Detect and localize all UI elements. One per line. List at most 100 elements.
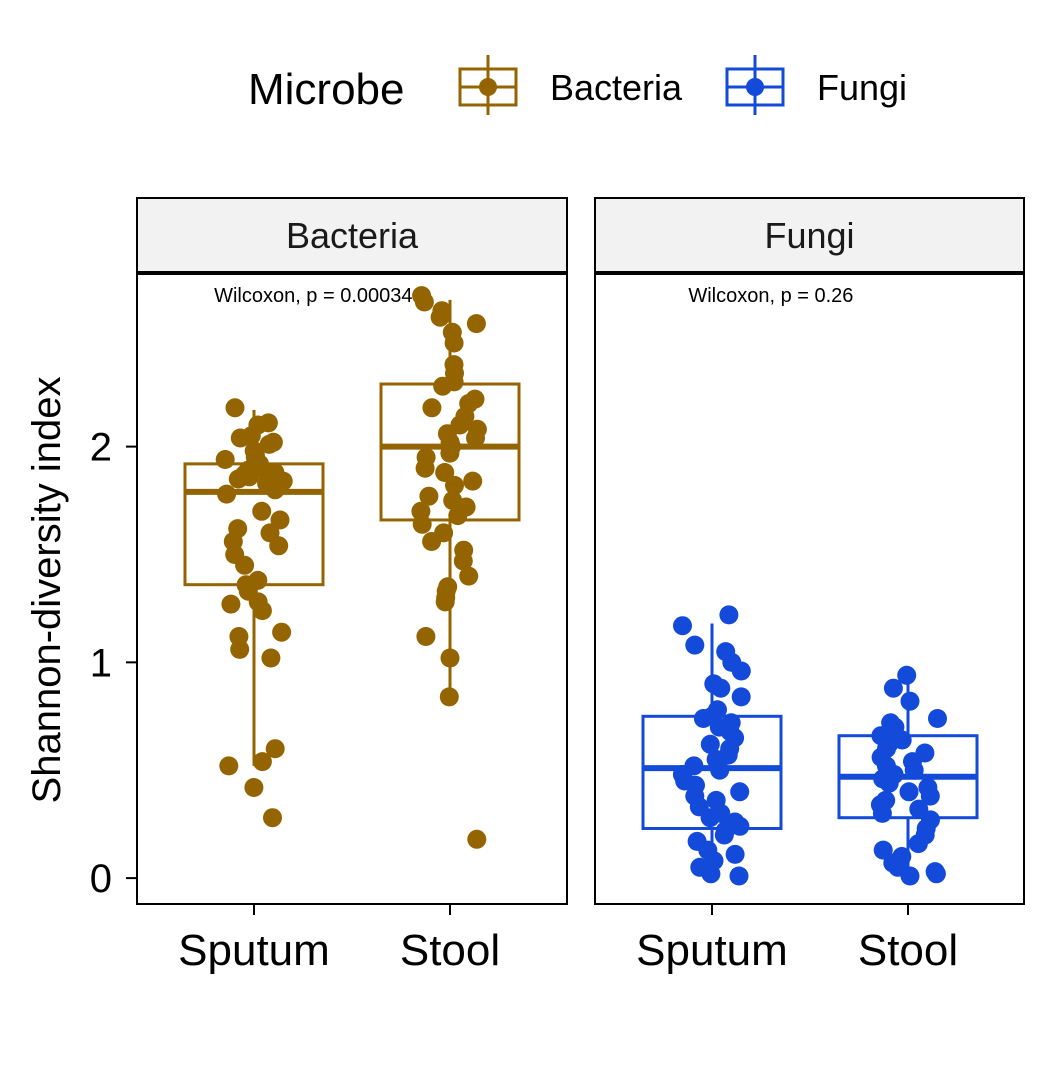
data-point [466,428,485,448]
data-point [440,443,460,463]
y-axis-label: Shannon-diversity index [25,377,69,804]
data-point [731,661,751,681]
data-point [230,428,250,448]
data-point [693,709,713,728]
points-sputum [215,398,293,828]
data-point [235,555,255,575]
data-point [252,501,272,521]
data-point [444,333,464,353]
data-point [729,866,749,886]
data-point [920,786,940,806]
data-point [419,486,439,506]
data-point [221,594,241,614]
data-point [252,752,272,772]
data-point [673,616,692,636]
data-point [225,398,245,418]
legend-label-bacteria: Bacteria [550,67,683,108]
x-tick-label: Sputum [178,926,330,975]
data-point [422,532,442,551]
data-point [730,782,750,802]
data-point [440,648,460,668]
data-point [415,458,435,478]
data-point [228,469,248,489]
points-sputum [672,605,751,886]
data-point [416,627,436,646]
points-stool [870,665,947,886]
data-point [714,825,734,845]
data-point [467,829,487,849]
facet-panel-bacteria: Bacteria Wilcoxon, p = 0.00034 Sputum Stool [136,197,568,975]
data-point [700,734,720,754]
data-point [430,307,450,327]
data-point [422,398,442,418]
facet-strip [594,197,1025,273]
data-point [435,592,455,612]
data-point [448,506,468,526]
legend-key-fungi [725,55,785,115]
legend-title: Microbe [248,65,405,114]
panel-border [594,273,1025,905]
data-point [900,866,920,886]
data-point [908,834,928,854]
facet-strip-label: Bacteria [286,215,419,256]
data-point [272,622,292,642]
wilcoxon-label: Wilcoxon, p = 0.26 [688,285,853,307]
data-point [219,756,239,776]
data-point [261,648,281,668]
data-point [897,665,917,685]
data-point [265,480,285,500]
panel-border [136,273,568,905]
data-point [453,551,473,571]
data-point [731,687,751,707]
data-point [270,510,290,530]
y-tick-label: 2 [90,426,112,470]
data-point [463,471,483,491]
legend-key-bacteria [458,55,518,115]
data-point [872,803,892,823]
data-point [269,536,289,556]
data-point [926,864,946,884]
data-point [900,691,920,711]
data-point [700,808,720,828]
y-tick-label: 1 [90,641,112,685]
data-point [414,292,434,312]
facet-strip [136,197,568,273]
data-point [252,601,272,621]
data-point [879,773,899,793]
y-tick-label: 0 [90,857,112,901]
data-point [259,434,279,454]
boxplot-stool [837,683,979,879]
data-point [263,808,282,828]
data-point [701,864,721,884]
data-point [215,450,235,469]
data-point [711,678,731,698]
x-tick-label: Stool [400,926,500,975]
data-point [928,709,947,728]
facet-panels: Bacteria Wilcoxon, p = 0.00034 Sputum Stool… [136,197,1025,975]
facet-strip-label: Fungi [764,215,854,256]
points-stool [411,286,487,849]
data-point [445,475,464,495]
data-point [725,844,745,864]
data-point [883,678,903,698]
x-tick-label: Sputum [636,926,788,975]
legend: Microbe Bacteria Fungi [248,55,907,115]
data-point [217,484,237,504]
data-point [899,782,919,802]
facet-panel-fungi: Fungi Wilcoxon, p = 0.26 Sputum Stool [594,197,1025,975]
data-point [265,739,285,759]
data-point [230,639,250,659]
wilcoxon-label: Wilcoxon, p = 0.00034 [214,285,412,307]
data-point [466,314,486,334]
data-point [433,376,453,396]
x-tick-label: Stool [858,926,958,975]
y-axis: 0 1 2 [90,426,137,901]
data-point [710,760,730,780]
data-point [904,760,924,780]
legend-label-fungi: Fungi [817,67,907,108]
data-point [439,687,459,707]
data-point [685,635,705,655]
data-point [719,605,739,625]
